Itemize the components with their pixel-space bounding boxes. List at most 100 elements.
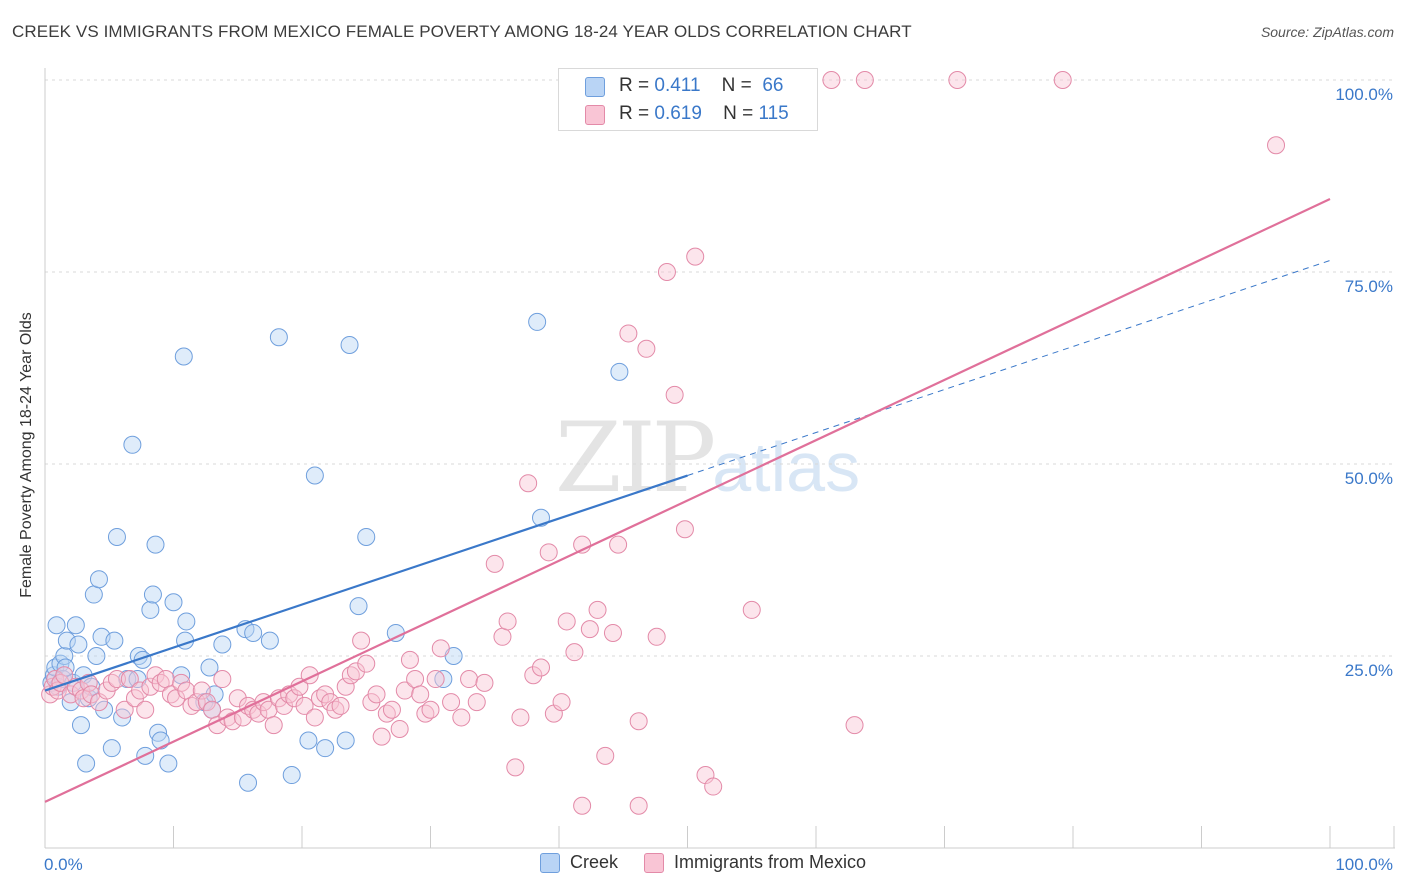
- mexico-point: [115, 700, 134, 719]
- mexico-point: [228, 689, 247, 708]
- mexico-point: [539, 543, 558, 562]
- mexico-point: [285, 689, 304, 708]
- mexico-legend-swatch: [643, 852, 664, 873]
- mexico-point: [629, 712, 648, 731]
- mexico-point: [475, 673, 494, 692]
- creek-point: [213, 635, 232, 654]
- mexico-point: [596, 746, 615, 765]
- mexico-point: [588, 600, 607, 619]
- mexico-point: [845, 716, 864, 735]
- mexico-point: [1053, 71, 1072, 89]
- mexico-point: [675, 520, 694, 539]
- mexico-point: [372, 727, 391, 746]
- legend-item-creek[interactable]: Creek: [539, 852, 618, 873]
- creek-point: [260, 631, 279, 650]
- mexico-n-value: 115: [758, 103, 789, 124]
- mexico-point: [552, 693, 571, 712]
- mexico-point: [305, 708, 324, 727]
- mexico-point: [331, 696, 350, 715]
- mexico-point: [498, 612, 517, 631]
- legend-item-mexico[interactable]: Immigrants from Mexico: [643, 852, 867, 873]
- creek-point: [239, 773, 258, 792]
- creek-point: [528, 312, 547, 331]
- mexico-point: [506, 758, 525, 777]
- creek-point: [299, 731, 318, 750]
- creek-point: [47, 616, 66, 635]
- mexico-point: [82, 685, 101, 704]
- mexico-r-value: 0.619: [654, 103, 702, 124]
- creek-legend-swatch: [539, 852, 560, 873]
- y-tick-label: 75.0%: [1345, 277, 1393, 296]
- mexico-point: [452, 708, 471, 727]
- creek-point: [244, 623, 263, 642]
- creek-n-value: 66: [762, 75, 784, 96]
- mexico-point: [637, 339, 656, 358]
- creek-point: [177, 612, 196, 631]
- creek-point: [349, 597, 368, 616]
- creek-trend-extension: [687, 260, 1331, 476]
- mexico-point: [519, 474, 538, 493]
- mexico-point: [532, 658, 551, 677]
- mexico-point: [107, 670, 126, 689]
- watermark: ZIPatlas: [555, 402, 861, 514]
- creek-point: [269, 328, 288, 347]
- mexico-legend-label: Immigrants from Mexico: [673, 852, 867, 872]
- creek-point: [434, 670, 453, 689]
- creek-point: [282, 766, 301, 785]
- mexico-point: [467, 693, 486, 712]
- x-tick-label: 100.0%: [1335, 855, 1393, 874]
- creek-point: [89, 570, 108, 589]
- creek-point: [87, 647, 106, 665]
- mexico-point: [275, 696, 294, 715]
- creek-point: [71, 716, 90, 735]
- creek-point: [305, 466, 324, 485]
- mexico-point: [511, 708, 530, 727]
- creek-point: [77, 754, 96, 773]
- mexico-point: [120, 670, 139, 689]
- creek-trend-line: [44, 474, 688, 692]
- y-tick-label: 50.0%: [1345, 469, 1393, 488]
- mexico-point: [406, 670, 425, 689]
- creek-legend-label: Creek: [569, 852, 618, 872]
- mexico-point: [493, 627, 512, 646]
- creek-point: [386, 623, 405, 642]
- creek-point: [143, 585, 162, 604]
- y-tick-label: 25.0%: [1345, 661, 1393, 680]
- y-axis-label: Female Poverty Among 18-24 Year Olds: [18, 312, 35, 598]
- mexico-point: [442, 693, 461, 712]
- mexico-point: [411, 685, 430, 704]
- mexico-point: [249, 704, 268, 723]
- creek-point: [66, 616, 85, 635]
- creek-point: [84, 585, 103, 604]
- creek-point: [316, 739, 335, 758]
- series-legend: Creek Immigrants from Mexico: [0, 852, 1406, 873]
- creek-point: [105, 631, 124, 650]
- mexico-point: [390, 719, 409, 738]
- mexico-point: [295, 696, 314, 715]
- mexico-point: [460, 670, 479, 689]
- mexico-point: [665, 385, 684, 404]
- mexico-point: [609, 535, 628, 554]
- mexico-point: [855, 71, 874, 89]
- creek-point: [141, 600, 160, 619]
- mexico-point: [400, 650, 419, 669]
- mexico-point: [136, 700, 155, 719]
- mexico-point: [187, 693, 206, 712]
- creek-point: [357, 527, 376, 546]
- mexico-point: [367, 685, 386, 704]
- creek-point: [55, 647, 74, 665]
- creek-point: [159, 754, 178, 773]
- mexico-point: [822, 71, 841, 89]
- mexico-point: [79, 673, 98, 692]
- mexico-point: [580, 620, 599, 639]
- mexico-point: [357, 654, 376, 673]
- mexico-point: [704, 777, 723, 796]
- mexico-point: [213, 670, 232, 689]
- mexico-point: [686, 247, 705, 266]
- mexico-point: [264, 716, 283, 735]
- mexico-point: [395, 681, 414, 700]
- correlation-legend: R = 0.411 N = 66 R = 0.619 N = 115: [558, 68, 818, 131]
- x-tick-label: 0.0%: [44, 855, 83, 874]
- mexico-point: [557, 612, 576, 631]
